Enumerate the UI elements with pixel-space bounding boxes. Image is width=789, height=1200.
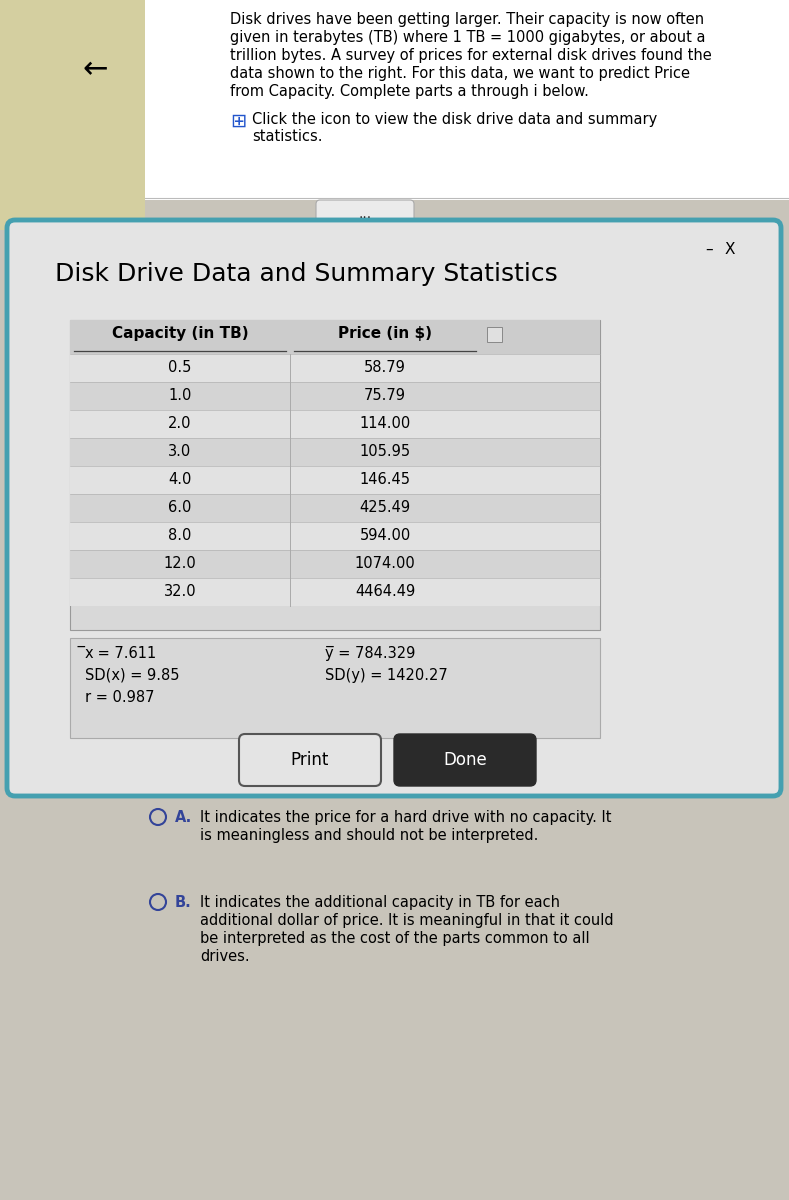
FancyBboxPatch shape: [70, 550, 600, 578]
Text: additional dollar of price. It is meaningful in that it could: additional dollar of price. It is meanin…: [200, 913, 614, 928]
Text: 146.45: 146.45: [360, 472, 410, 487]
FancyBboxPatch shape: [70, 494, 600, 522]
Text: statistics.: statistics.: [252, 128, 323, 144]
Text: –: –: [705, 242, 712, 257]
Text: A.: A.: [175, 810, 193, 826]
Text: 58.79: 58.79: [364, 360, 406, 374]
Text: It indicates the additional capacity in TB for each: It indicates the additional capacity in …: [200, 895, 560, 910]
FancyBboxPatch shape: [7, 220, 781, 796]
Text: Done: Done: [443, 751, 487, 769]
Text: SD(y) = 1420.27: SD(y) = 1420.27: [325, 668, 447, 683]
FancyBboxPatch shape: [316, 200, 414, 228]
Text: Price (in $): Price (in $): [338, 326, 432, 341]
Text: 1074.00: 1074.00: [354, 556, 415, 571]
Text: 2.0: 2.0: [168, 416, 192, 431]
Text: 594.00: 594.00: [359, 528, 410, 542]
Text: 6.0: 6.0: [168, 500, 192, 515]
Text: data shown to the right. For this data, we want to predict Price: data shown to the right. For this data, …: [230, 66, 690, 80]
FancyBboxPatch shape: [70, 522, 600, 550]
Text: B.: B.: [175, 895, 192, 910]
Text: Capacity (in TB): Capacity (in TB): [112, 326, 249, 341]
Text: 1.0: 1.0: [168, 388, 192, 403]
Text: be interpreted as the cost of the parts common to all: be interpreted as the cost of the parts …: [200, 931, 589, 946]
FancyBboxPatch shape: [70, 410, 600, 438]
FancyBboxPatch shape: [487, 326, 502, 342]
FancyBboxPatch shape: [70, 382, 600, 410]
Text: 3.0: 3.0: [168, 444, 192, 458]
Text: 105.95: 105.95: [360, 444, 410, 458]
FancyBboxPatch shape: [239, 734, 381, 786]
FancyBboxPatch shape: [70, 354, 600, 382]
Text: 8.0: 8.0: [168, 528, 192, 542]
Text: Disk drives have been getting larger. Their capacity is now often: Disk drives have been getting larger. Th…: [230, 12, 704, 26]
Text: given in terabytes (TB) where 1 TB = 1000 gigabytes, or about a: given in terabytes (TB) where 1 TB = 100…: [230, 30, 705, 44]
FancyBboxPatch shape: [70, 578, 600, 606]
Text: 12.0: 12.0: [163, 556, 196, 571]
FancyBboxPatch shape: [0, 0, 789, 200]
Text: Print: Print: [291, 751, 329, 769]
Text: 75.79: 75.79: [364, 388, 406, 403]
Text: from Capacity. Complete parts a through i below.: from Capacity. Complete parts a through …: [230, 84, 589, 98]
Text: 4464.49: 4464.49: [355, 584, 415, 599]
Text: ⊞: ⊞: [230, 112, 246, 131]
Text: ...: ...: [358, 206, 372, 221]
Text: r = 0.987: r = 0.987: [85, 690, 155, 704]
Text: = 7.611: = 7.611: [93, 646, 156, 661]
Text: y̅ = 784.329: y̅ = 784.329: [325, 646, 415, 661]
FancyBboxPatch shape: [70, 438, 600, 466]
Text: 425.49: 425.49: [360, 500, 410, 515]
Text: 114.00: 114.00: [359, 416, 410, 431]
Text: 0.5: 0.5: [168, 360, 192, 374]
Text: x: x: [85, 646, 94, 661]
Text: It indicates the price for a hard drive with no capacity. It: It indicates the price for a hard drive …: [200, 810, 611, 826]
FancyBboxPatch shape: [394, 734, 536, 786]
FancyBboxPatch shape: [0, 0, 145, 200]
FancyBboxPatch shape: [70, 466, 600, 494]
FancyBboxPatch shape: [70, 320, 600, 354]
Text: drives.: drives.: [200, 949, 249, 964]
Text: Click the icon to view the disk drive data and summary: Click the icon to view the disk drive da…: [252, 112, 657, 127]
Text: is meaningless and should not be interpreted.: is meaningless and should not be interpr…: [200, 828, 538, 842]
FancyBboxPatch shape: [70, 638, 600, 738]
Text: trillion bytes. A survey of prices for external disk drives found the: trillion bytes. A survey of prices for e…: [230, 48, 712, 62]
Text: 32.0: 32.0: [163, 584, 196, 599]
FancyBboxPatch shape: [70, 320, 600, 630]
Text: SD(x) = 9.85: SD(x) = 9.85: [85, 668, 180, 683]
FancyBboxPatch shape: [0, 0, 145, 230]
Text: Disk Drive Data and Summary Statistics: Disk Drive Data and Summary Statistics: [55, 262, 558, 286]
Text: 4.0: 4.0: [168, 472, 192, 487]
Text: X: X: [725, 242, 735, 257]
Text: ←: ←: [82, 55, 108, 84]
